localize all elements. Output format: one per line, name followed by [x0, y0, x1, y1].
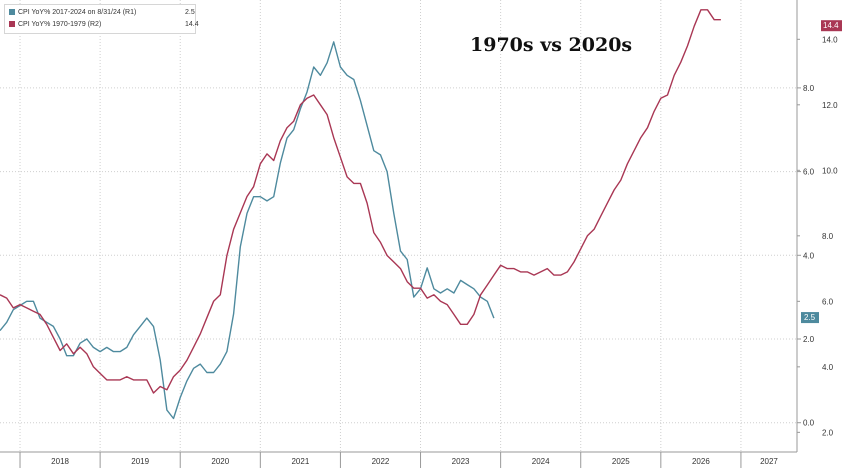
- r2-tick-label: 6.0: [822, 297, 834, 306]
- legend: CPI YoY% 2017-2024 on 8/31/24 (R1) 2.5 C…: [4, 4, 199, 34]
- r2-tick-label: 2.0: [822, 428, 834, 437]
- r1-tick-label: 8.0: [803, 84, 815, 93]
- x-tick-label: 2024: [532, 457, 550, 466]
- x-tick-label: 2023: [452, 457, 470, 466]
- x-tick-label: 2025: [612, 457, 630, 466]
- r1-tick-label: 4.0: [803, 251, 815, 260]
- x-tick-label: 2018: [51, 457, 69, 466]
- legend-entry-1970-1979: CPI YoY% 1970-1979 (R2) 14.4: [9, 19, 199, 30]
- legend-swatch: [9, 21, 15, 28]
- legend-entry-2017-2024: CPI YoY% 2017-2024 on 8/31/24 (R1) 2.5: [9, 7, 195, 18]
- r2-tick-label: 12.0: [822, 101, 838, 110]
- legend-value: 2.5: [185, 9, 195, 16]
- r1-tick-label: 2.0: [803, 335, 815, 344]
- x-tick-label: 2020: [211, 457, 229, 466]
- r1-tick-label: 0.0: [803, 419, 815, 428]
- last-value-text-r2: 14.4: [823, 21, 839, 30]
- x-tick-label: 2027: [760, 457, 778, 466]
- last-value-badge-r2: [821, 20, 842, 32]
- x-tick-label: 2021: [291, 457, 309, 466]
- legend-label: CPI YoY% 1970-1979 (R2): [18, 21, 102, 28]
- grid: [0, 0, 797, 452]
- series-line-2017-2024: [0, 41, 495, 420]
- r2-tick-label: 10.0: [822, 166, 838, 175]
- r2-tick-label: 8.0: [822, 232, 834, 241]
- r1-tick-label: 6.0: [803, 168, 815, 177]
- series-line-1970-1979: [0, 9, 721, 394]
- x-tick-label: 2022: [372, 457, 390, 466]
- last-value-badge-r1: [801, 312, 819, 324]
- r2-tick-label: 14.0: [822, 35, 838, 44]
- legend-value: 14.4: [185, 21, 199, 28]
- chart-title: 1970s vs 2020s: [470, 34, 633, 56]
- x-tick-label: 2026: [692, 457, 710, 466]
- legend-label: CPI YoY% 2017-2024 on 8/31/24 (R1): [18, 9, 137, 16]
- x-tick-label: 2019: [131, 457, 149, 466]
- r2-tick-label: 4.0: [822, 363, 834, 372]
- series-lines: [0, 9, 721, 420]
- legend-swatch: [9, 9, 15, 16]
- last-value-text-r1: 2.5: [804, 313, 816, 322]
